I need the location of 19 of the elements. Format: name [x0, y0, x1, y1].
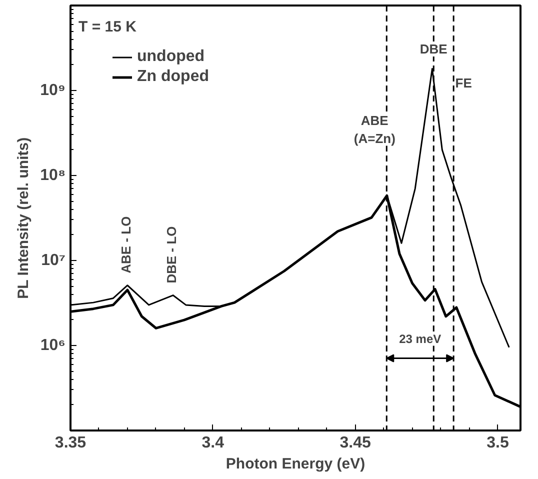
legend-label: undoped	[137, 48, 205, 66]
y-axis-title: PL Intensity (rel. units)	[15, 137, 32, 299]
annotation: ABE - LO	[118, 216, 134, 274]
y-tick-label: 10⁶	[40, 337, 66, 354]
x-tick-label: 3.35	[54, 434, 86, 452]
y-tick-label: 10⁷	[41, 252, 66, 269]
annotation: 23 meV	[399, 332, 442, 346]
x-tick-label: 3.45	[340, 434, 371, 452]
annotation: DBE - LO	[164, 226, 180, 284]
y-tick-label: 10⁹	[40, 82, 66, 99]
ref-line-label: ABE (A=Zn)	[354, 112, 396, 146]
ref-line-label: FE	[455, 76, 472, 90]
ref-line-label: DBE	[420, 42, 448, 56]
annotation: T = 15 K	[78, 18, 137, 36]
legend-label: Zn doped	[137, 68, 209, 86]
x-axis-title: Photon Energy (eV)	[226, 456, 366, 472]
x-tick-label: 3.4	[202, 434, 224, 452]
y-tick-label: 10⁸	[40, 167, 66, 184]
x-tick-label: 3.5	[486, 434, 509, 452]
